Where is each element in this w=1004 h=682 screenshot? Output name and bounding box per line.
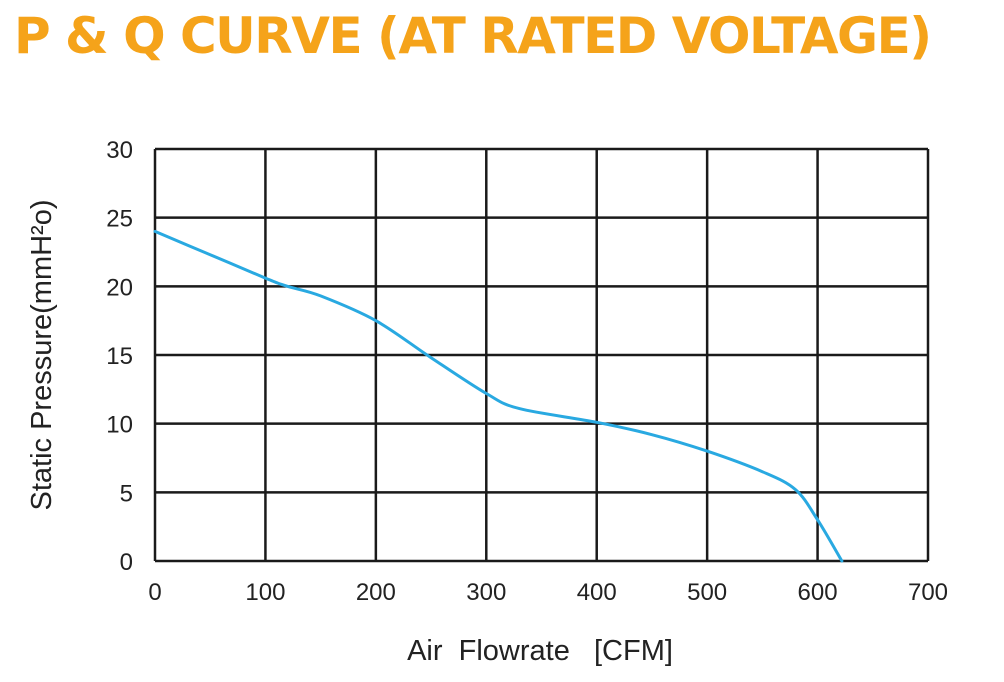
- y-tick-label: 0: [120, 549, 133, 576]
- y-tick-label: 30: [106, 137, 133, 164]
- x-tick-label: 500: [687, 579, 727, 606]
- x-axis-title: Air Flowrate [CFM]: [407, 635, 673, 667]
- y-tick-label: 5: [120, 480, 133, 507]
- x-tick-labels: 0 100 200 300 400 500 600 700: [148, 579, 948, 606]
- y-tick-label: 25: [106, 206, 133, 233]
- series-layer: [153, 229, 844, 563]
- x-tick-label: 300: [466, 579, 506, 606]
- y-tick-labels: 0 5 10 15 20 25 30: [106, 137, 133, 576]
- x-tick-label: 100: [245, 579, 285, 606]
- y-tick-label: 15: [106, 343, 133, 370]
- y-tick-label: 20: [106, 274, 133, 301]
- x-tick-label: 600: [798, 579, 838, 606]
- grid: [153, 147, 930, 563]
- x-tick-label: 0: [148, 579, 161, 606]
- y-tick-label: 10: [106, 412, 133, 439]
- y-axis-title: Static Pressure(mmH²o): [26, 200, 58, 511]
- pq-curve-line: [153, 229, 844, 563]
- chart-title: P & Q CURVE (AT RATED VOLTAGE): [14, 7, 932, 65]
- x-tick-label: 200: [356, 579, 396, 606]
- x-tick-label: 400: [577, 579, 617, 606]
- x-tick-label: 700: [908, 579, 948, 606]
